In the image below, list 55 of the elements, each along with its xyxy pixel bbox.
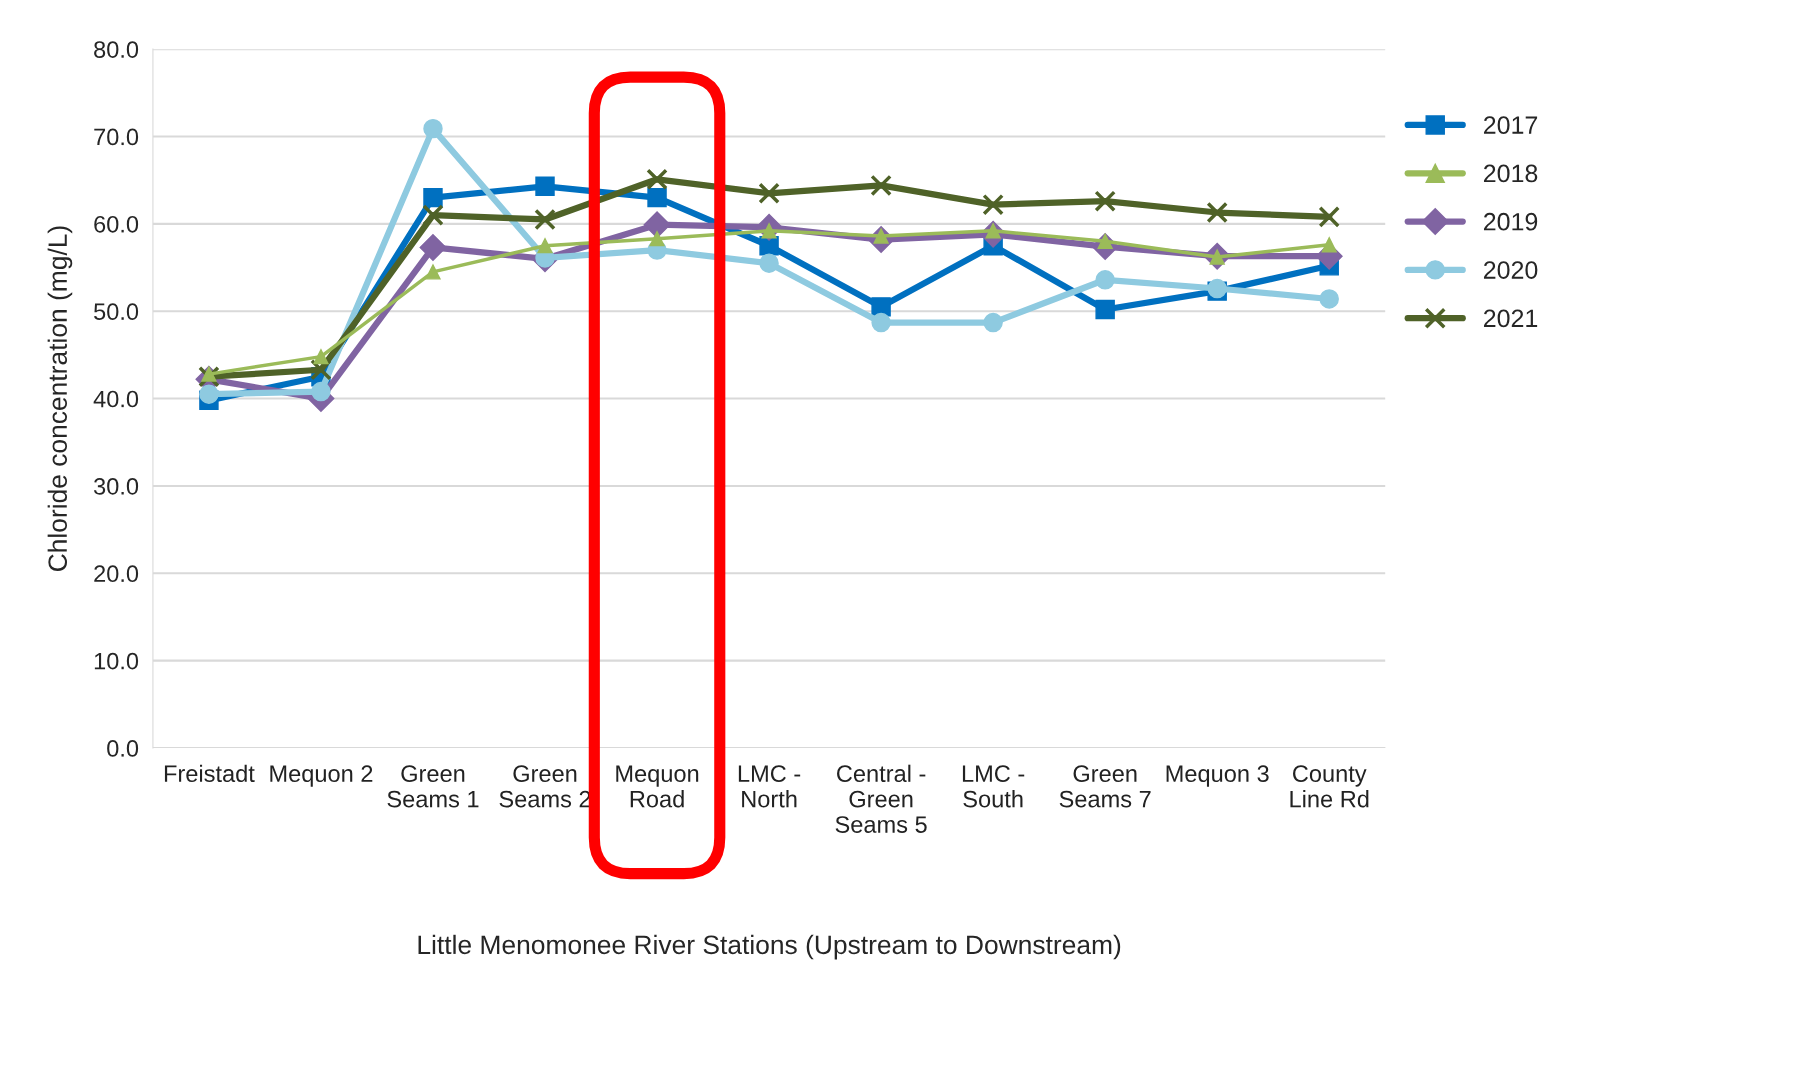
point <box>423 118 443 139</box>
y-tick-label: 50.0 <box>94 303 139 321</box>
point <box>1094 190 1116 212</box>
point <box>1095 270 1115 290</box>
point <box>422 204 444 226</box>
y-axis-title: Chloride concentration (mg/L) <box>47 226 73 572</box>
x-tick-label: Mequon Road <box>616 765 699 808</box>
x-tick-label: Green Seams 7 <box>1059 765 1151 808</box>
point <box>1319 289 1339 309</box>
y-tick-label: 10.0 <box>94 652 139 670</box>
point <box>199 384 219 404</box>
y-tick-label: 0.0 <box>107 740 139 757</box>
x-axis-title: Little Menomonee River Stations (Upstream to Downstream) <box>418 934 1121 960</box>
point <box>419 233 447 261</box>
point <box>1095 299 1115 320</box>
y-tick-label: 60.0 <box>94 215 139 233</box>
legend-label: 2019 <box>1483 212 1538 231</box>
point <box>423 187 443 208</box>
point <box>983 312 1003 333</box>
point <box>759 253 779 273</box>
point <box>871 312 891 333</box>
x-tick-label: Freistadt <box>164 764 255 783</box>
legend-label: 2017 <box>1483 116 1538 134</box>
y-tick-label: 30.0 <box>93 478 139 495</box>
point <box>425 264 441 280</box>
y-tick-label: 20.0 <box>94 565 139 583</box>
x-tick-label: Green Seams 1 <box>387 765 479 808</box>
legend-label: 2021 <box>1483 309 1538 328</box>
point <box>1321 237 1337 253</box>
x-tick-label: LMC - North <box>738 765 801 808</box>
legend-label: 2020 <box>1483 261 1538 279</box>
x-tick-label: Mequon 2 <box>270 765 373 787</box>
point <box>1206 201 1228 224</box>
y-tick-label: 70.0 <box>94 128 139 146</box>
x-tick-label: Mequon 3 <box>1166 765 1269 787</box>
point <box>313 349 329 365</box>
point <box>310 358 332 381</box>
x-tick-label: Central - Green Seams 5 <box>835 764 927 833</box>
point <box>1318 206 1340 228</box>
point <box>535 176 555 197</box>
x-tick-label: LMC - South <box>962 765 1025 808</box>
point <box>534 208 556 231</box>
point <box>647 187 667 208</box>
point <box>198 365 220 388</box>
point <box>870 174 892 197</box>
point <box>758 182 780 205</box>
x-tick-label: County Line Rd <box>1290 765 1369 808</box>
y-tick-label: 40.0 <box>93 390 139 408</box>
y-tick-label: 80.0 <box>94 41 139 58</box>
point <box>646 168 668 191</box>
legend-label: 2018 <box>1483 164 1538 183</box>
point <box>311 381 331 402</box>
point <box>649 231 665 247</box>
point <box>982 193 1004 216</box>
point <box>537 238 553 254</box>
